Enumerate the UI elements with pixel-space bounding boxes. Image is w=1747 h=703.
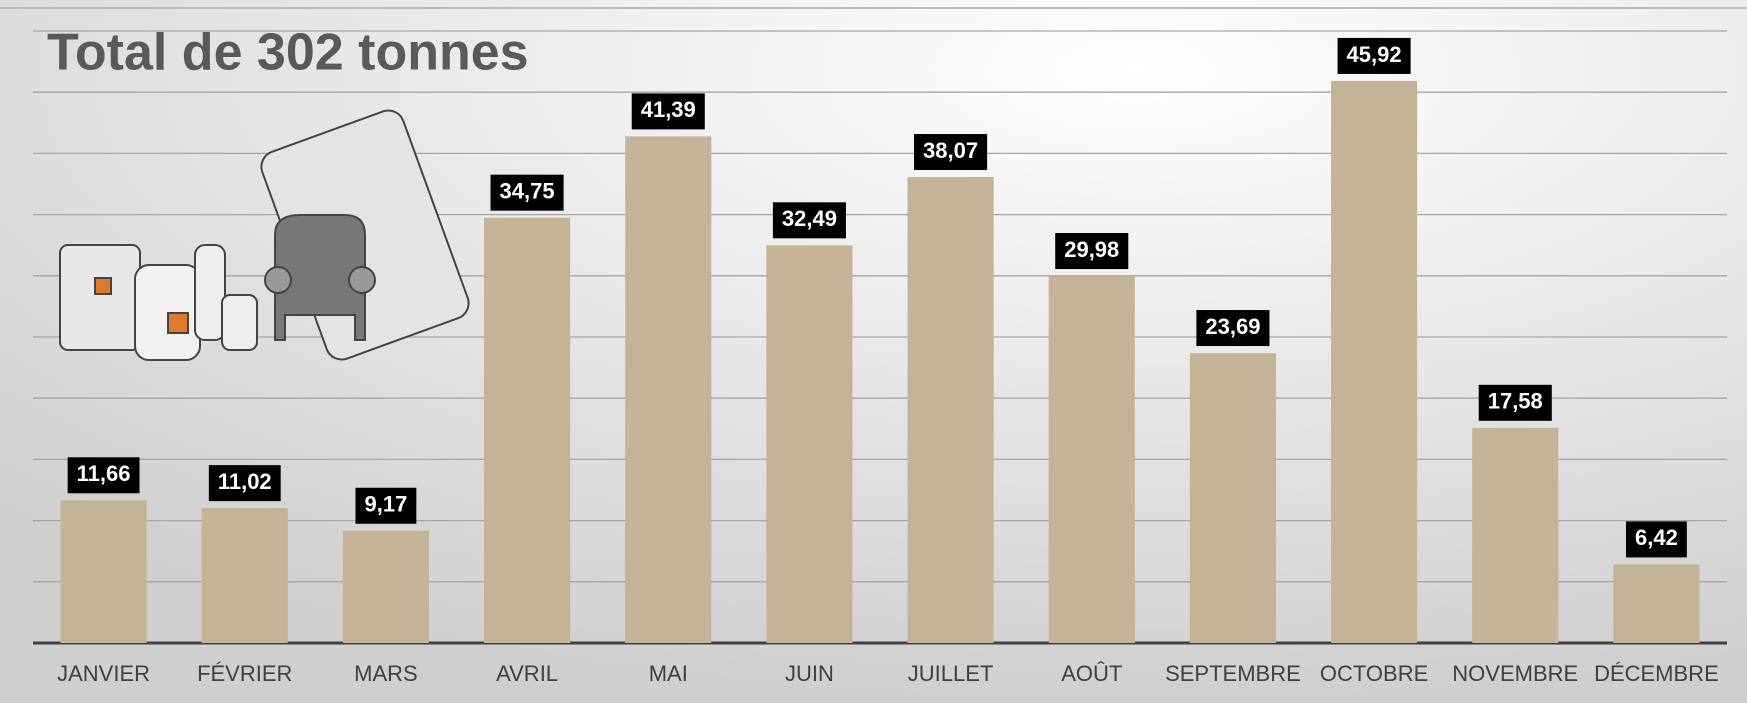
- data-label: 45,92: [1347, 42, 1402, 67]
- bar: [342, 530, 429, 643]
- bar: [1331, 80, 1418, 643]
- data-label: 34,75: [500, 178, 555, 203]
- x-tick-label: JUILLET: [908, 661, 994, 686]
- bar: [1048, 276, 1135, 643]
- bar: [1189, 353, 1276, 643]
- data-label-box: [914, 134, 988, 171]
- x-tick-label: JUIN: [785, 661, 834, 686]
- data-label-box: [67, 457, 140, 494]
- bar: [60, 500, 147, 643]
- data-label-box: [208, 465, 281, 502]
- data-label-box: [1478, 384, 1552, 421]
- bottle: [221, 294, 258, 351]
- x-tick-label: JANVIER: [57, 661, 150, 686]
- data-label-box: [631, 93, 705, 130]
- data-label-box: [355, 487, 417, 524]
- data-label: 41,39: [641, 97, 696, 122]
- data-label-box: [1196, 310, 1270, 347]
- bar: [484, 217, 571, 643]
- hazard-icon: [94, 277, 112, 295]
- bar: [1472, 427, 1559, 643]
- canister: [59, 244, 141, 351]
- x-tick-label: AOÛT: [1061, 661, 1122, 686]
- data-label-box: [1055, 233, 1129, 270]
- x-tick-label: MAI: [649, 661, 688, 686]
- data-label: 23,69: [1205, 314, 1260, 339]
- armchair: [274, 214, 366, 341]
- data-label-box: [490, 174, 564, 211]
- data-label: 38,07: [923, 138, 978, 163]
- data-label: 9,17: [365, 492, 408, 517]
- x-tick-label: AVRIL: [496, 661, 558, 686]
- data-label: 6,42: [1635, 525, 1678, 550]
- plot-area: JANVIER 11,66 FÉVRIER 11,02 MARS 9,17 AVRIL 34,…: [57, 37, 1719, 686]
- bar: [201, 508, 288, 643]
- armrest: [348, 266, 376, 294]
- data-label: 11,66: [77, 461, 131, 486]
- data-label-box: [772, 202, 846, 239]
- data-label-box: [1337, 37, 1411, 74]
- data-label: 32,49: [782, 206, 837, 231]
- x-tick-label: FÉVRIER: [197, 661, 292, 686]
- x-tick-label: DÉCEMBRE: [1594, 661, 1719, 686]
- data-label: 29,98: [1064, 237, 1119, 262]
- data-label: 11,02: [218, 469, 272, 494]
- hazard-icon: [167, 312, 189, 334]
- x-tick-label: SEPTEMBRE: [1165, 661, 1301, 686]
- bar: [625, 136, 712, 643]
- bar: [766, 245, 853, 644]
- x-tick-label: NOVEMBRE: [1452, 661, 1578, 686]
- data-label-box: [1626, 521, 1687, 558]
- clipart: [59, 109, 470, 361]
- data-label: 17,58: [1488, 389, 1543, 414]
- bottle: [194, 244, 226, 341]
- chart-title: Total de 302 tonnes: [47, 24, 529, 82]
- bar: [907, 177, 994, 643]
- armrest: [264, 266, 292, 294]
- x-tick-label: MARS: [354, 661, 418, 686]
- bar: [1613, 564, 1700, 643]
- x-tick-label: OCTOBRE: [1320, 661, 1428, 686]
